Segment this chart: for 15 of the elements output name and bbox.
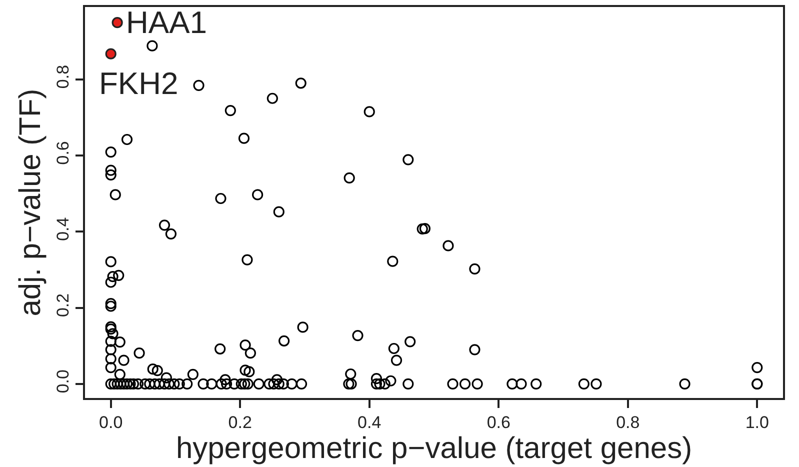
y-tick-label: 0.8 — [53, 64, 72, 89]
y-tick-label: 0.4 — [53, 217, 72, 241]
x-tick-label: 0.6 — [486, 413, 510, 432]
y-axis-title: adj. p−value (TF) — [14, 88, 47, 316]
y-tick-label: 0.0 — [53, 370, 72, 394]
x-tick-label: 1.0 — [745, 413, 769, 432]
y-tick-label: 0.2 — [53, 293, 72, 318]
x-tick-label: 0.2 — [228, 413, 252, 432]
annotation: HAA1 — [126, 5, 207, 40]
x-tick-label: 0.4 — [358, 413, 382, 432]
x-tick-label: 0.0 — [99, 413, 123, 432]
x-tick-label: 0.8 — [616, 413, 640, 432]
y-tick-label: 0.6 — [53, 141, 72, 165]
annotation: FKH2 — [99, 66, 178, 101]
x-axis-title: hypergeometric p−value (target genes) — [176, 432, 692, 466]
